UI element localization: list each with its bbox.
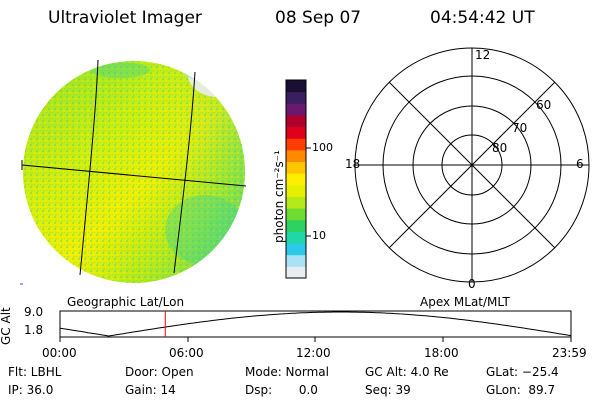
status-glon: GLon: 89.7 (486, 383, 556, 397)
colorbar-segment (286, 266, 306, 279)
status-ip: IP: 36.0 (8, 383, 54, 397)
mlt-label-6: 6 (576, 157, 584, 171)
status-door: Door: Open (125, 365, 194, 379)
status-dsp: Dsp: 0.0 (245, 383, 318, 397)
colorbar (285, 79, 311, 279)
colorbar-segment (286, 103, 306, 116)
mlt-label-0: 0 (468, 277, 476, 291)
colorbar-segment (286, 114, 306, 128)
polar-plot (354, 47, 590, 283)
colorbar-segment (286, 149, 306, 163)
status-gain: Gain: 14 (125, 383, 176, 397)
mlt-label-18: 18 (345, 157, 361, 171)
colorbar-unit-label: photon cm⁻²s⁻¹ (272, 150, 286, 243)
colorbar-tick-100: 100 (312, 141, 333, 154)
date-label: 08 Sep 07 (275, 8, 362, 28)
colorbar-segment (286, 254, 306, 267)
uv-image-disk (20, 59, 247, 285)
lat-label-80: 80 (492, 141, 508, 155)
time-tick-2359: 23:59 (552, 346, 587, 360)
lat-label-60: 60 (536, 98, 552, 112)
colorbar-segment (286, 196, 306, 209)
geographic-label: Geographic Lat/Lon (67, 295, 185, 309)
gc-alt-axis-label: GC Alt (0, 307, 13, 345)
colorbar-segment (286, 219, 306, 232)
colorbar-segment (286, 243, 306, 256)
status-flt: Flt: LBHL (8, 365, 62, 379)
alt-tick-9: 9.0 (24, 305, 44, 319)
colorbar-tick-10: 10 (312, 229, 326, 242)
time-tick-1800: 18:00 (424, 346, 459, 360)
colorbar-segment (286, 231, 306, 244)
apex-label: Apex MLat/MLT (420, 295, 510, 309)
colorbar-segment (286, 126, 306, 139)
status-gc-alt: GC Alt: 4.0 Re (365, 365, 449, 379)
instrument-title: Ultraviolet Imager (48, 8, 202, 28)
mlt-label-12: 12 (475, 48, 491, 62)
time-tick-0000: 00:00 (42, 346, 77, 360)
colorbar-segment (286, 208, 306, 221)
status-mode: Mode: Normal (245, 365, 329, 379)
colorbar-segment (286, 161, 306, 174)
status-glat: GLat: −25.4 (486, 365, 559, 379)
alt-tick-1-8: 1.8 (24, 323, 44, 337)
time-tick-0600: 06:00 (169, 346, 204, 360)
colorbar-segment (286, 184, 306, 197)
colorbar-segment (286, 173, 306, 186)
lat-label-70: 70 (512, 121, 528, 135)
colorbar-segment (286, 91, 306, 104)
altitude-plot (59, 310, 572, 342)
status-seq: Seq: 39 (365, 383, 411, 397)
colorbar-segment (286, 80, 306, 93)
time-label: 04:54:42 UT (430, 8, 535, 28)
colorbar-segment (286, 138, 306, 151)
time-tick-1200: 12:00 (296, 346, 331, 360)
